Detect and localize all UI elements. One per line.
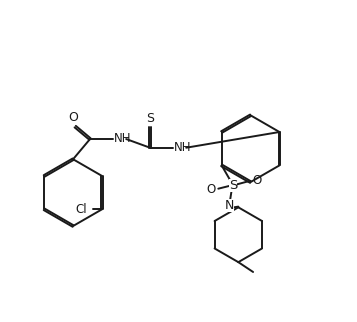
Text: NH: NH: [174, 141, 192, 154]
Text: S: S: [146, 111, 154, 125]
Text: S: S: [229, 179, 237, 192]
Text: O: O: [69, 111, 79, 124]
Text: N: N: [225, 199, 234, 212]
Text: O: O: [252, 174, 262, 187]
Text: NH: NH: [114, 132, 132, 145]
Text: Cl: Cl: [76, 203, 87, 216]
Text: O: O: [206, 183, 215, 196]
